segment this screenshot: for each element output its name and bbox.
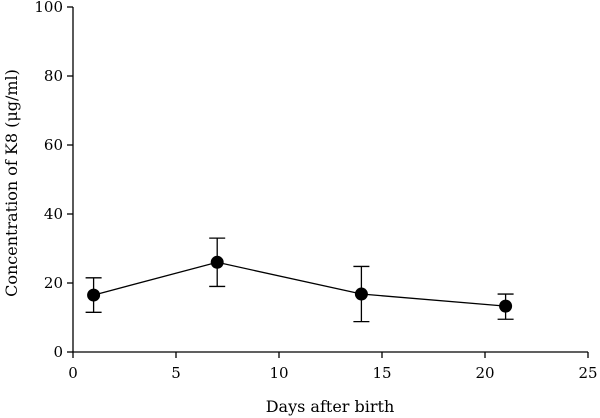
x-tick-label: 25 <box>578 364 597 382</box>
x-tick-label: 5 <box>171 364 181 382</box>
y-tick-label: 100 <box>34 0 63 16</box>
x-tick-label: 0 <box>68 364 78 382</box>
x-tick-label: 15 <box>372 364 391 382</box>
data-point <box>499 299 513 313</box>
x-tick-label: 20 <box>475 364 494 382</box>
tick-marks: 0 5 10 15 20 25 0 20 40 60 80 100 <box>34 0 597 382</box>
x-tick-label: 10 <box>269 364 288 382</box>
x-axis-label: Days after birth <box>266 397 395 416</box>
y-tick-label: 0 <box>53 343 63 361</box>
data-series <box>85 237 514 323</box>
data-point <box>354 287 368 301</box>
y-tick-label: 60 <box>44 136 63 154</box>
y-tick-label: 80 <box>44 67 63 85</box>
y-tick-label: 20 <box>44 274 63 292</box>
data-point <box>87 288 101 302</box>
series-line <box>93 261 506 307</box>
data-point <box>210 255 224 269</box>
axes <box>72 7 588 353</box>
y-axis-label: Concentration of K8 (μg/ml) <box>2 69 21 297</box>
y-tick-label: 40 <box>44 205 63 223</box>
